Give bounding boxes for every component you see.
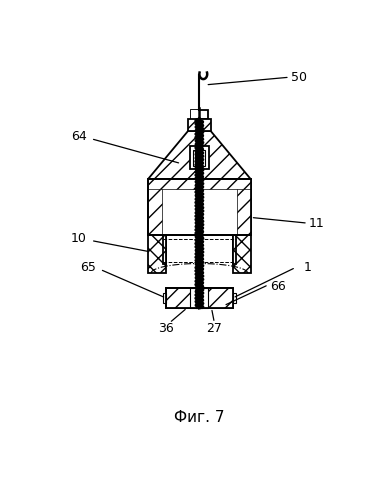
Text: 66: 66	[270, 280, 286, 293]
Polygon shape	[148, 131, 251, 179]
Polygon shape	[233, 235, 235, 263]
Text: 65: 65	[80, 261, 96, 274]
Polygon shape	[190, 288, 209, 308]
Polygon shape	[148, 235, 166, 273]
Polygon shape	[148, 179, 162, 235]
Polygon shape	[148, 179, 251, 189]
Polygon shape	[166, 288, 233, 308]
Text: 10: 10	[71, 232, 87, 245]
Polygon shape	[166, 288, 190, 308]
Polygon shape	[188, 119, 211, 131]
Text: 50: 50	[291, 71, 307, 84]
Polygon shape	[209, 288, 233, 308]
Polygon shape	[191, 110, 208, 119]
Polygon shape	[163, 293, 166, 303]
Polygon shape	[189, 146, 209, 169]
Text: Фиг. 7: Фиг. 7	[174, 410, 224, 425]
Polygon shape	[193, 150, 205, 166]
Polygon shape	[233, 235, 251, 273]
Text: 36: 36	[158, 322, 174, 335]
Polygon shape	[191, 110, 199, 119]
Text: 64: 64	[71, 130, 87, 143]
Text: 27: 27	[207, 322, 223, 335]
Text: 1: 1	[304, 261, 312, 274]
Text: 11: 11	[309, 217, 325, 230]
Polygon shape	[233, 293, 236, 303]
Polygon shape	[237, 179, 251, 235]
Polygon shape	[148, 179, 251, 235]
Polygon shape	[163, 235, 166, 263]
